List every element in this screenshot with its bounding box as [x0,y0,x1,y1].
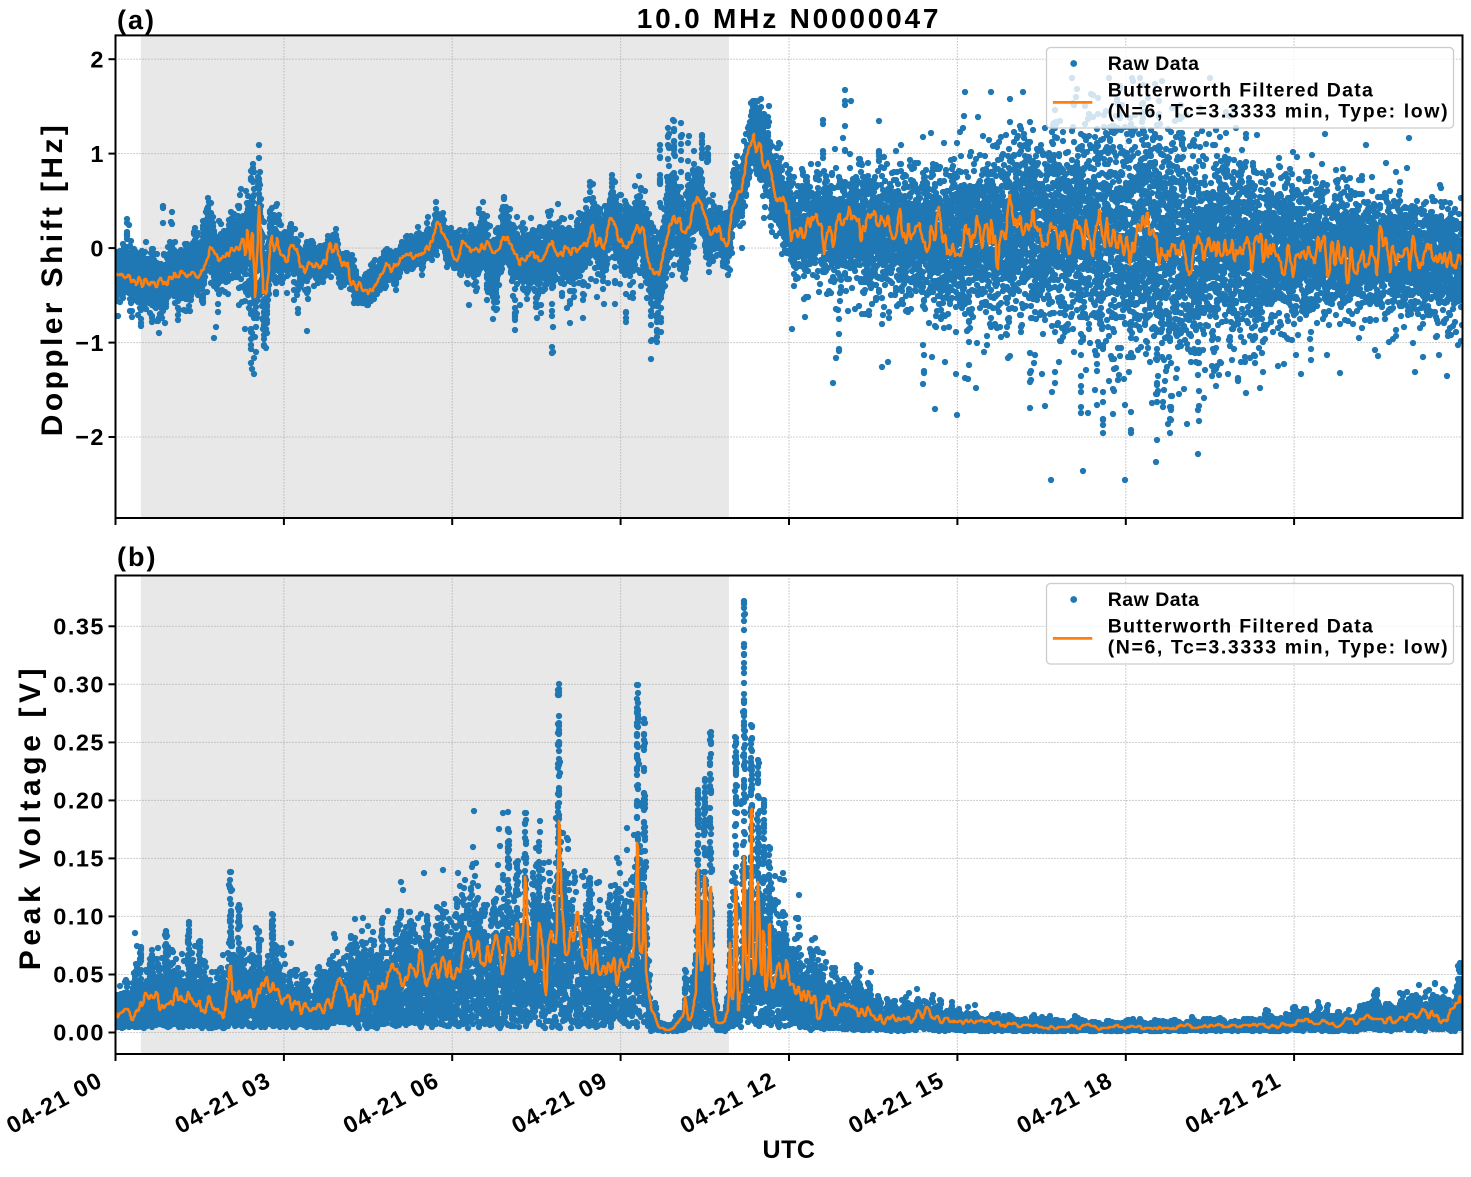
svg-text:−2: −2 [75,424,105,450]
svg-text:Raw Data: Raw Data [1108,53,1200,75]
svg-text:0.30: 0.30 [53,672,105,698]
svg-text:0.35: 0.35 [53,614,105,640]
svg-text:−1: −1 [75,330,105,356]
svg-text:0.15: 0.15 [53,846,105,872]
svg-text:UTC: UTC [763,1136,816,1164]
svg-text:(a): (a) [117,5,156,35]
svg-text:(N=6, Tc=3.3333 min, Type: low: (N=6, Tc=3.3333 min, Type: low) [1108,101,1449,123]
svg-text:10.0 MHz N0000047: 10.0 MHz N0000047 [637,3,941,34]
svg-text:Butterworth Filtered Data: Butterworth Filtered Data [1108,79,1375,101]
svg-text:0.05: 0.05 [53,962,105,988]
svg-text:Doppler Shift [Hz]: Doppler Shift [Hz] [36,122,69,437]
svg-text:0.20: 0.20 [53,788,105,814]
svg-text:2: 2 [90,46,105,72]
svg-text:Peak Voltage [V]: Peak Voltage [V] [14,664,47,970]
svg-text:(N=6, Tc=3.3333 min, Type: low: (N=6, Tc=3.3333 min, Type: low) [1108,637,1449,659]
svg-text:Butterworth Filtered Data: Butterworth Filtered Data [1108,615,1375,637]
svg-text:0: 0 [90,235,105,261]
svg-text:1: 1 [90,141,105,167]
svg-text:Raw Data: Raw Data [1108,589,1200,611]
svg-text:0.25: 0.25 [53,730,105,756]
svg-text:(b): (b) [117,542,157,572]
svg-text:0.10: 0.10 [53,904,105,930]
svg-text:0.00: 0.00 [53,1020,105,1046]
